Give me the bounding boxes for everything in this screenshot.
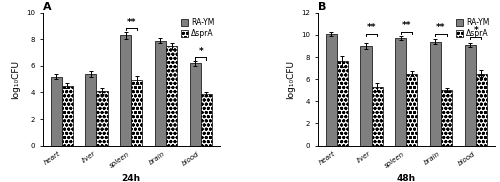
Bar xyxy=(372,87,382,146)
Bar xyxy=(131,80,142,146)
Bar xyxy=(201,94,212,146)
Text: *: * xyxy=(474,26,478,35)
Bar xyxy=(476,74,487,146)
Y-axis label: log₁₀CFU: log₁₀CFU xyxy=(12,60,20,99)
Bar xyxy=(166,46,177,146)
Text: **: ** xyxy=(402,21,411,30)
Text: **: ** xyxy=(436,23,446,32)
Bar xyxy=(120,35,131,146)
Bar xyxy=(464,45,476,146)
Bar xyxy=(336,62,348,146)
Bar xyxy=(441,90,452,146)
Bar xyxy=(190,63,201,146)
Bar xyxy=(155,41,166,146)
Bar xyxy=(96,91,108,146)
Bar xyxy=(326,34,336,146)
Legend: RA-YM, ΔsprA: RA-YM, ΔsprA xyxy=(454,17,491,39)
Bar xyxy=(50,76,62,146)
Text: A: A xyxy=(42,2,51,12)
Text: **: ** xyxy=(367,23,376,32)
Y-axis label: log₁₀CFU: log₁₀CFU xyxy=(286,60,296,99)
Bar xyxy=(395,38,406,146)
Text: **: ** xyxy=(126,18,136,27)
X-axis label: 48h: 48h xyxy=(396,174,416,182)
Bar xyxy=(86,74,96,146)
Text: B: B xyxy=(318,2,326,12)
Bar xyxy=(360,46,372,146)
Bar xyxy=(406,74,418,146)
Bar xyxy=(430,41,441,146)
Bar xyxy=(62,86,73,146)
X-axis label: 24h: 24h xyxy=(122,174,141,182)
Legend: RA-YM, ΔsprA: RA-YM, ΔsprA xyxy=(179,17,216,39)
Text: *: * xyxy=(198,47,203,56)
